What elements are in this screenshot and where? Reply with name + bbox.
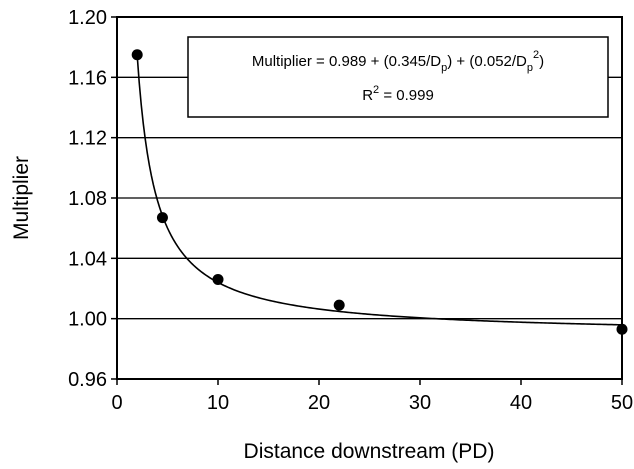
r-squared-label: R bbox=[362, 87, 373, 104]
x-tick-label: 10 bbox=[207, 392, 229, 414]
y-axis-title: Multiplier bbox=[10, 156, 33, 240]
data-points bbox=[131, 49, 628, 335]
x-axis-title: Distance downstream (PD) bbox=[244, 440, 495, 463]
y-axis-ticks: 0.96 1.00 1.04 1.08 1.12 1.16 1.20 bbox=[68, 7, 117, 391]
equation-superscript: 2 bbox=[533, 49, 539, 61]
data-point bbox=[616, 323, 628, 335]
y-tick-label: 1.08 bbox=[68, 188, 107, 210]
y-tick-label: 1.00 bbox=[68, 309, 107, 331]
x-tick-label: 30 bbox=[409, 392, 431, 414]
equation-suffix: ) bbox=[539, 53, 544, 70]
y-tick-label: 1.20 bbox=[68, 7, 107, 29]
equation-middle: ) + (0.052/D bbox=[447, 53, 527, 70]
equation-box bbox=[187, 36, 609, 118]
data-point bbox=[131, 49, 143, 61]
x-tick-label: 20 bbox=[308, 392, 330, 414]
data-point bbox=[156, 212, 168, 224]
equation-subscript-1: p bbox=[441, 62, 447, 74]
equation-annotation: Multiplier = 0.989 + (0.345/Dp) + (0.052… bbox=[187, 36, 609, 118]
r-squared-superscript: 2 bbox=[373, 84, 379, 96]
x-tick-label: 0 bbox=[111, 392, 122, 414]
x-tick-label: 50 bbox=[611, 392, 633, 414]
equation-line: Multiplier = 0.989 + (0.345/Dp) + (0.052… bbox=[252, 49, 544, 74]
equation-prefix: Multiplier = 0.989 + (0.345/D bbox=[252, 53, 441, 70]
x-axis-ticks: 0 10 20 30 40 50 bbox=[111, 379, 633, 414]
x-tick-label: 40 bbox=[510, 392, 532, 414]
r-squared-line: R2 = 0.999 bbox=[362, 84, 434, 104]
y-tick-label: 1.04 bbox=[68, 248, 107, 270]
y-tick-label: 0.96 bbox=[68, 369, 107, 391]
data-point bbox=[333, 299, 345, 311]
equation-subscript-2: p bbox=[527, 62, 533, 74]
y-tick-label: 1.16 bbox=[68, 67, 107, 89]
data-point bbox=[212, 273, 224, 285]
r-squared-value: = 0.999 bbox=[379, 87, 434, 104]
y-tick-label: 1.12 bbox=[68, 128, 107, 150]
